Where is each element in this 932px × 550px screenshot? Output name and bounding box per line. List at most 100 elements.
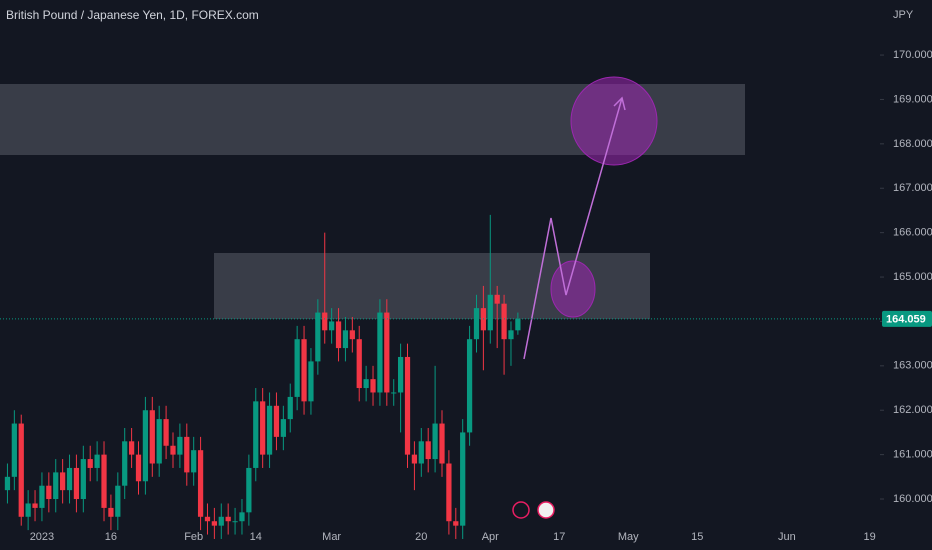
candles: [4, 214, 521, 539]
last-price-label: 164.059: [886, 314, 926, 326]
candle-body: [232, 521, 238, 523]
candle-body: [391, 392, 397, 394]
candle-body: [466, 339, 473, 433]
candle-body: [128, 441, 135, 455]
candle-body: [287, 396, 293, 420]
x-tick-label: May: [618, 531, 639, 543]
candle-body: [363, 379, 369, 389]
y-tick-label: 170.000: [893, 49, 932, 61]
candle-body: [266, 405, 273, 455]
candle-body: [342, 330, 349, 349]
candle-body: [453, 521, 459, 526]
candle-body: [411, 454, 418, 464]
x-tick-label: 19: [864, 531, 876, 543]
candle-body: [46, 485, 52, 500]
candle-body: [418, 441, 424, 464]
candle-body: [101, 454, 107, 508]
candle-body: [294, 339, 300, 397]
candle-body: [508, 330, 514, 340]
candle-body: [329, 321, 335, 331]
y-tick-label: 160.000: [893, 493, 932, 505]
y-tick-label: 163.000: [893, 360, 932, 372]
candle-body: [197, 450, 204, 517]
candle-body: [39, 485, 45, 508]
candle-body: [149, 410, 155, 464]
candle-body: [122, 441, 128, 486]
flag-icon[interactable]: [537, 501, 555, 519]
candle-body: [446, 463, 452, 522]
x-tick-label: Feb: [184, 531, 203, 543]
candle-body: [94, 454, 100, 468]
candle-body: [218, 516, 224, 526]
candle-body: [349, 330, 355, 340]
candle-body: [225, 516, 231, 522]
x-tick-label: 15: [691, 531, 703, 543]
candle-body: [501, 303, 507, 340]
candle-body: [239, 512, 245, 522]
candle-body: [377, 312, 383, 393]
candle-body: [356, 339, 362, 389]
candle-body: [253, 401, 259, 468]
candle-body: [425, 441, 431, 460]
candle-body: [135, 454, 142, 482]
candle-body: [280, 419, 286, 437]
candle-body: [115, 485, 121, 517]
x-tick-label: 14: [250, 531, 262, 543]
x-tick-label: 2023: [30, 531, 54, 543]
candle-body: [204, 516, 211, 522]
candle-body: [432, 423, 438, 460]
candle-body: [494, 294, 500, 304]
candle-body: [32, 503, 38, 508]
candle-body: [460, 432, 466, 526]
chart-title: British Pound / Japanese Yen, 1D, FOREX.…: [6, 8, 259, 22]
x-tick-label: 16: [105, 531, 117, 543]
candle-body: [487, 294, 493, 331]
candle-body: [273, 405, 280, 437]
candle-body: [73, 467, 80, 500]
arrow-head: [613, 96, 626, 111]
candle-body: [322, 312, 328, 331]
candle-body: [301, 339, 307, 402]
candle-body: [66, 467, 73, 491]
candle-body: [60, 472, 66, 491]
axis-unit: JPY: [893, 9, 914, 21]
candle-body: [315, 312, 321, 362]
candle-body: [308, 361, 314, 402]
candle-body: [18, 423, 24, 517]
candle-body: [142, 410, 149, 482]
candle-body: [260, 401, 266, 455]
candle-body: [211, 521, 217, 526]
candle-body: [404, 356, 411, 455]
y-tick-label: 166.000: [893, 227, 932, 239]
y-tick-label: 162.000: [893, 404, 932, 416]
last-price-box: [882, 310, 932, 327]
candle-body: [170, 445, 176, 455]
candle-body: [163, 419, 169, 446]
candle-body: [384, 312, 390, 393]
candle-body: [473, 308, 480, 340]
x-tick-label: 20: [415, 531, 427, 543]
candle-body: [177, 436, 183, 455]
candle-body: [335, 321, 342, 349]
overlay: [0, 76, 880, 519]
candle-body: [439, 423, 445, 464]
candle-body: [156, 419, 162, 464]
candle-body: [397, 356, 404, 393]
y-tick-label: 169.000: [893, 93, 932, 105]
target-circle: [570, 76, 658, 166]
candle-body: [80, 459, 86, 500]
candle-body: [191, 450, 197, 473]
x-tick-label: Apr: [482, 531, 499, 543]
candle-body: [11, 423, 17, 477]
y-tick-label: 167.000: [893, 182, 932, 194]
candle-body: [4, 476, 11, 491]
x-tick-label: Jun: [778, 531, 796, 543]
candle-body: [87, 459, 93, 468]
x-tick-label: Mar: [322, 531, 341, 543]
candle-body: [25, 503, 31, 517]
y-tick-label: 165.000: [893, 271, 932, 283]
candle-body: [53, 472, 59, 500]
event-icon[interactable]: [512, 501, 530, 519]
